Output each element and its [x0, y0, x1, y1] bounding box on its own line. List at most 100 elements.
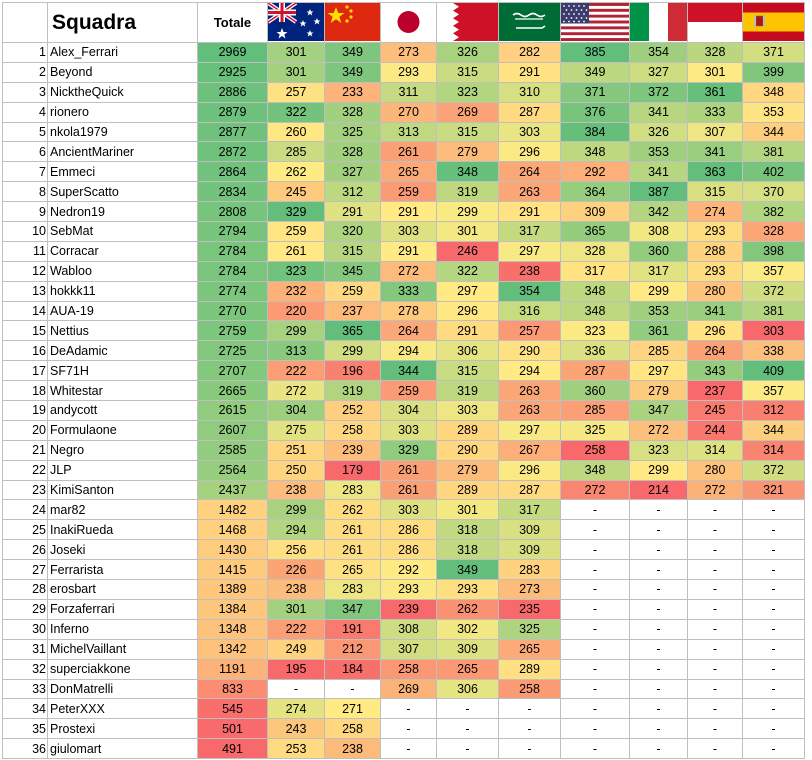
race-score-cell: 238 [267, 479, 325, 501]
race-score-cell: - [742, 559, 805, 581]
race-score-cell: - [498, 698, 561, 720]
team-name-cell: InakiRueda [47, 519, 198, 541]
race-score-cell: 289 [436, 419, 499, 441]
race-score-cell: 303 [742, 320, 805, 342]
total-score-cell: 2784 [197, 240, 268, 262]
team-name-cell: andycott [47, 400, 198, 421]
race-score-cell: - [742, 658, 805, 680]
spain-flag-icon [742, 2, 805, 43]
race-score-cell: 272 [629, 419, 688, 441]
race-score-cell: 347 [324, 598, 381, 620]
race-score-cell: - [687, 718, 743, 740]
race-score-cell: 262 [324, 499, 381, 521]
row-number: 5 [2, 121, 48, 143]
race-score-cell: 239 [380, 598, 437, 620]
race-score-cell: 365 [324, 320, 381, 342]
race-score-cell: 402 [742, 161, 805, 183]
row-number: 10 [2, 221, 48, 242]
race-score-cell: 299 [324, 340, 381, 362]
race-score-cell: 291 [380, 201, 437, 223]
team-name-cell: KimiSanton [47, 479, 198, 501]
total-score-cell: 1415 [197, 559, 268, 581]
table-row: 20 Formulaone 2607 275 258 303 289 297 325 272 244… [2, 419, 805, 441]
race-score-cell: - [742, 539, 805, 561]
race-score-cell: - [687, 738, 743, 760]
total-score-cell: 2707 [197, 360, 268, 382]
race-score-cell: 303 [436, 400, 499, 421]
team-name-cell: JLP [47, 459, 198, 481]
race-score-cell: - [742, 499, 805, 521]
race-score-cell: 238 [324, 738, 381, 760]
race-score-cell: 333 [687, 101, 743, 123]
table-row: 26 Joseki 1430 256 261 286 318 309- - - - [2, 539, 805, 561]
total-score-cell: 491 [197, 738, 268, 760]
race-score-cell: - [324, 678, 381, 700]
race-score-cell: 314 [687, 439, 743, 461]
china-flag-icon [324, 2, 381, 43]
row-number: 34 [2, 698, 48, 720]
race-score-cell: 259 [267, 221, 325, 242]
team-name-cell: SuperScatto [47, 181, 198, 203]
race-score-cell: 289 [436, 479, 499, 501]
table-row: 16 DeAdamic 2725 313 299 294 306 290 336 285 264 33… [2, 340, 805, 362]
race-score-cell: 258 [324, 419, 381, 441]
table-row: 28 erosbart 1389 238 283 293 293 273- - - - [2, 579, 805, 600]
race-score-cell: 323 [560, 320, 630, 342]
team-name-cell: DonMatrelli [47, 678, 198, 700]
table-row: 24 mar82 1482 299 262 303 301 317- - - - [2, 499, 805, 521]
race-score-cell: 323 [629, 439, 688, 461]
race-score-cell: 344 [742, 419, 805, 441]
team-name-cell: Prostexi [47, 718, 198, 740]
race-score-cell: 274 [267, 698, 325, 720]
table-row: 3 NicktheQuick 2886 257 233 311 323 310 371 372 36… [2, 81, 805, 103]
race-score-cell: - [629, 738, 688, 760]
race-score-cell: 264 [380, 320, 437, 342]
race-score-cell: 279 [629, 380, 688, 402]
race-score-cell: 371 [742, 42, 805, 63]
race-score-cell: 287 [498, 101, 561, 123]
race-score-cell: 290 [498, 340, 561, 362]
table-row: 8 SuperScatto 2834 245 312 259 319 263 364 387 315… [2, 181, 805, 203]
team-name-cell: rionero [47, 101, 198, 123]
row-number: 29 [2, 598, 48, 620]
race-score-cell: 283 [324, 479, 381, 501]
race-score-cell: 309 [436, 638, 499, 660]
race-score-cell: - [560, 598, 630, 620]
race-score-cell: 263 [498, 181, 561, 203]
total-score-cell: 2872 [197, 141, 268, 163]
race-score-cell: 269 [380, 678, 437, 700]
standings-body: 1 Alex_Ferrari 2969 301 349 273 326 282 385 354 32… [2, 42, 805, 760]
team-name-cell: PeterXXX [47, 698, 198, 720]
race-score-cell: 285 [629, 340, 688, 362]
race-score-cell: 296 [498, 141, 561, 163]
table-row: 7 Emmeci 2864 262 327 265 348 264 292 341 363 402 [2, 161, 805, 183]
table-row: 2 Beyond 2925 301 349 293 315 291 349 327 301 399 [2, 61, 805, 83]
race-score-cell: 297 [436, 280, 499, 302]
race-score-cell: 299 [629, 280, 688, 302]
race-score-cell: 286 [380, 519, 437, 541]
row-number: 12 [2, 260, 48, 282]
race-score-cell: 315 [436, 121, 499, 143]
race-score-cell: - [560, 738, 630, 760]
total-score-cell: 2564 [197, 459, 268, 481]
race-score-cell: - [687, 618, 743, 640]
race-score-cell: 265 [436, 658, 499, 680]
total-score-cell: 2886 [197, 81, 268, 103]
race-score-cell: 293 [687, 221, 743, 242]
race-score-cell: 301 [267, 598, 325, 620]
race-score-cell: 257 [267, 81, 325, 103]
race-score-cell: - [742, 738, 805, 760]
race-score-cell: 341 [629, 161, 688, 183]
race-score-cell: 304 [267, 400, 325, 421]
race-score-cell: 220 [267, 300, 325, 322]
race-score-cell: 280 [687, 280, 743, 302]
race-score-cell: 297 [498, 240, 561, 262]
race-score-cell: 348 [560, 300, 630, 322]
race-score-cell: 322 [436, 260, 499, 282]
race-score-cell: 301 [436, 499, 499, 521]
race-score-cell: - [560, 579, 630, 600]
team-name-cell: AUA-19 [47, 300, 198, 322]
race-score-cell: 261 [267, 240, 325, 262]
race-score-cell: 237 [687, 380, 743, 402]
race-score-cell: 354 [629, 42, 688, 63]
